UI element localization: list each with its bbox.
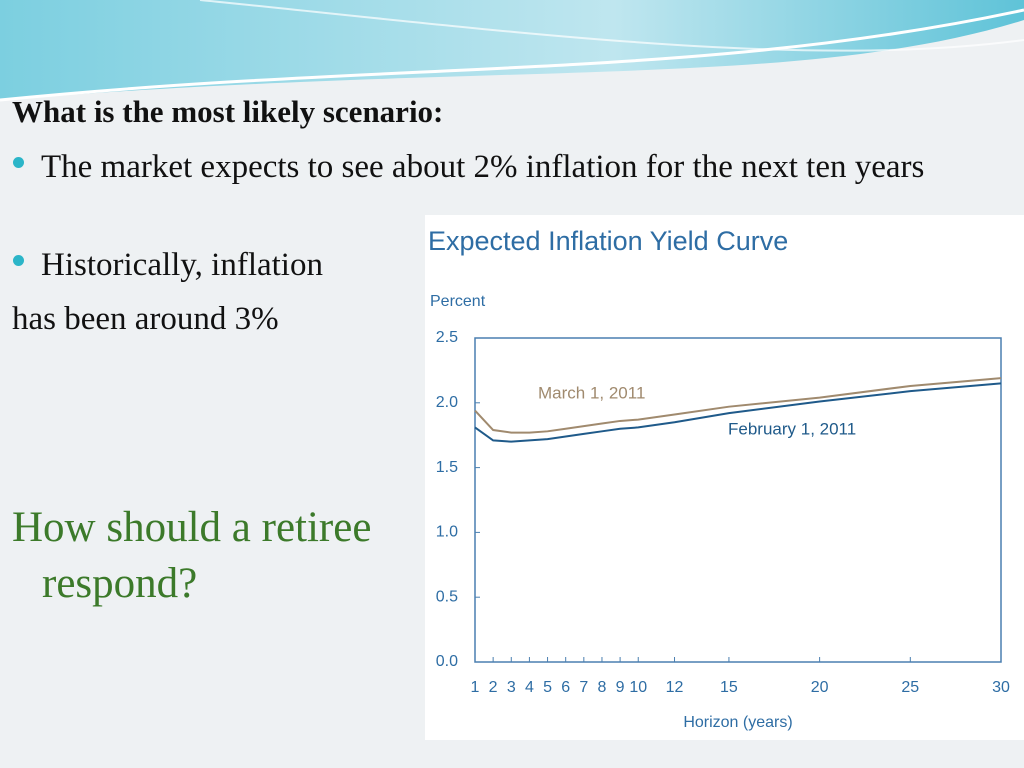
series-line [474,382,1002,443]
bullet: The market expects to see about 2% infla… [13,144,971,190]
x-tick-label: 7 [579,679,588,696]
y-tick-label: 1.5 [436,459,458,476]
y-axis-label: Percent [430,293,486,310]
x-tick-label: 8 [598,679,607,696]
series-label: February 1, 2011 [728,419,856,438]
x-tick-label: 30 [992,679,1010,696]
chart-title: Expected Inflation Yield Curve [428,226,788,256]
wave [0,0,1024,100]
x-axis-label: Horizon (years) [683,714,792,731]
y-tick-label: 2.0 [436,394,458,411]
y-tick-label: 0.5 [436,588,458,605]
x-tick-label: 4 [525,679,534,696]
x-tick-label: 20 [811,679,829,696]
x-tick-label: 3 [507,679,516,696]
x-tick-label: 12 [666,679,684,696]
x-tick-label: 9 [616,679,625,696]
x-tick-label: 6 [561,679,570,696]
chart-background [425,215,1024,740]
y-tick-label: 0.0 [436,653,458,670]
x-tick-label: 15 [720,679,738,696]
y-tick-label: 1.0 [436,524,458,541]
series-line [474,377,1002,434]
wave-line [0,8,1024,102]
x-tick-label: 10 [629,679,647,696]
question: How should a retiree respond? [12,504,372,607]
x-tick-label: 2 [489,679,498,696]
bullet: Historically, inflation [13,242,323,288]
y-tick-label: 2.5 [436,329,458,346]
series-label: March 1, 2011 [538,383,645,402]
plot-frame [474,337,1002,663]
x-tick-label: 5 [543,679,552,696]
x-tick-label: 25 [901,679,919,696]
text-line: has been around 3% [12,301,279,337]
heading: What is the most likely scenario: [12,94,444,129]
x-tick-label: 1 [471,679,480,696]
wave-line [199,0,1024,52]
